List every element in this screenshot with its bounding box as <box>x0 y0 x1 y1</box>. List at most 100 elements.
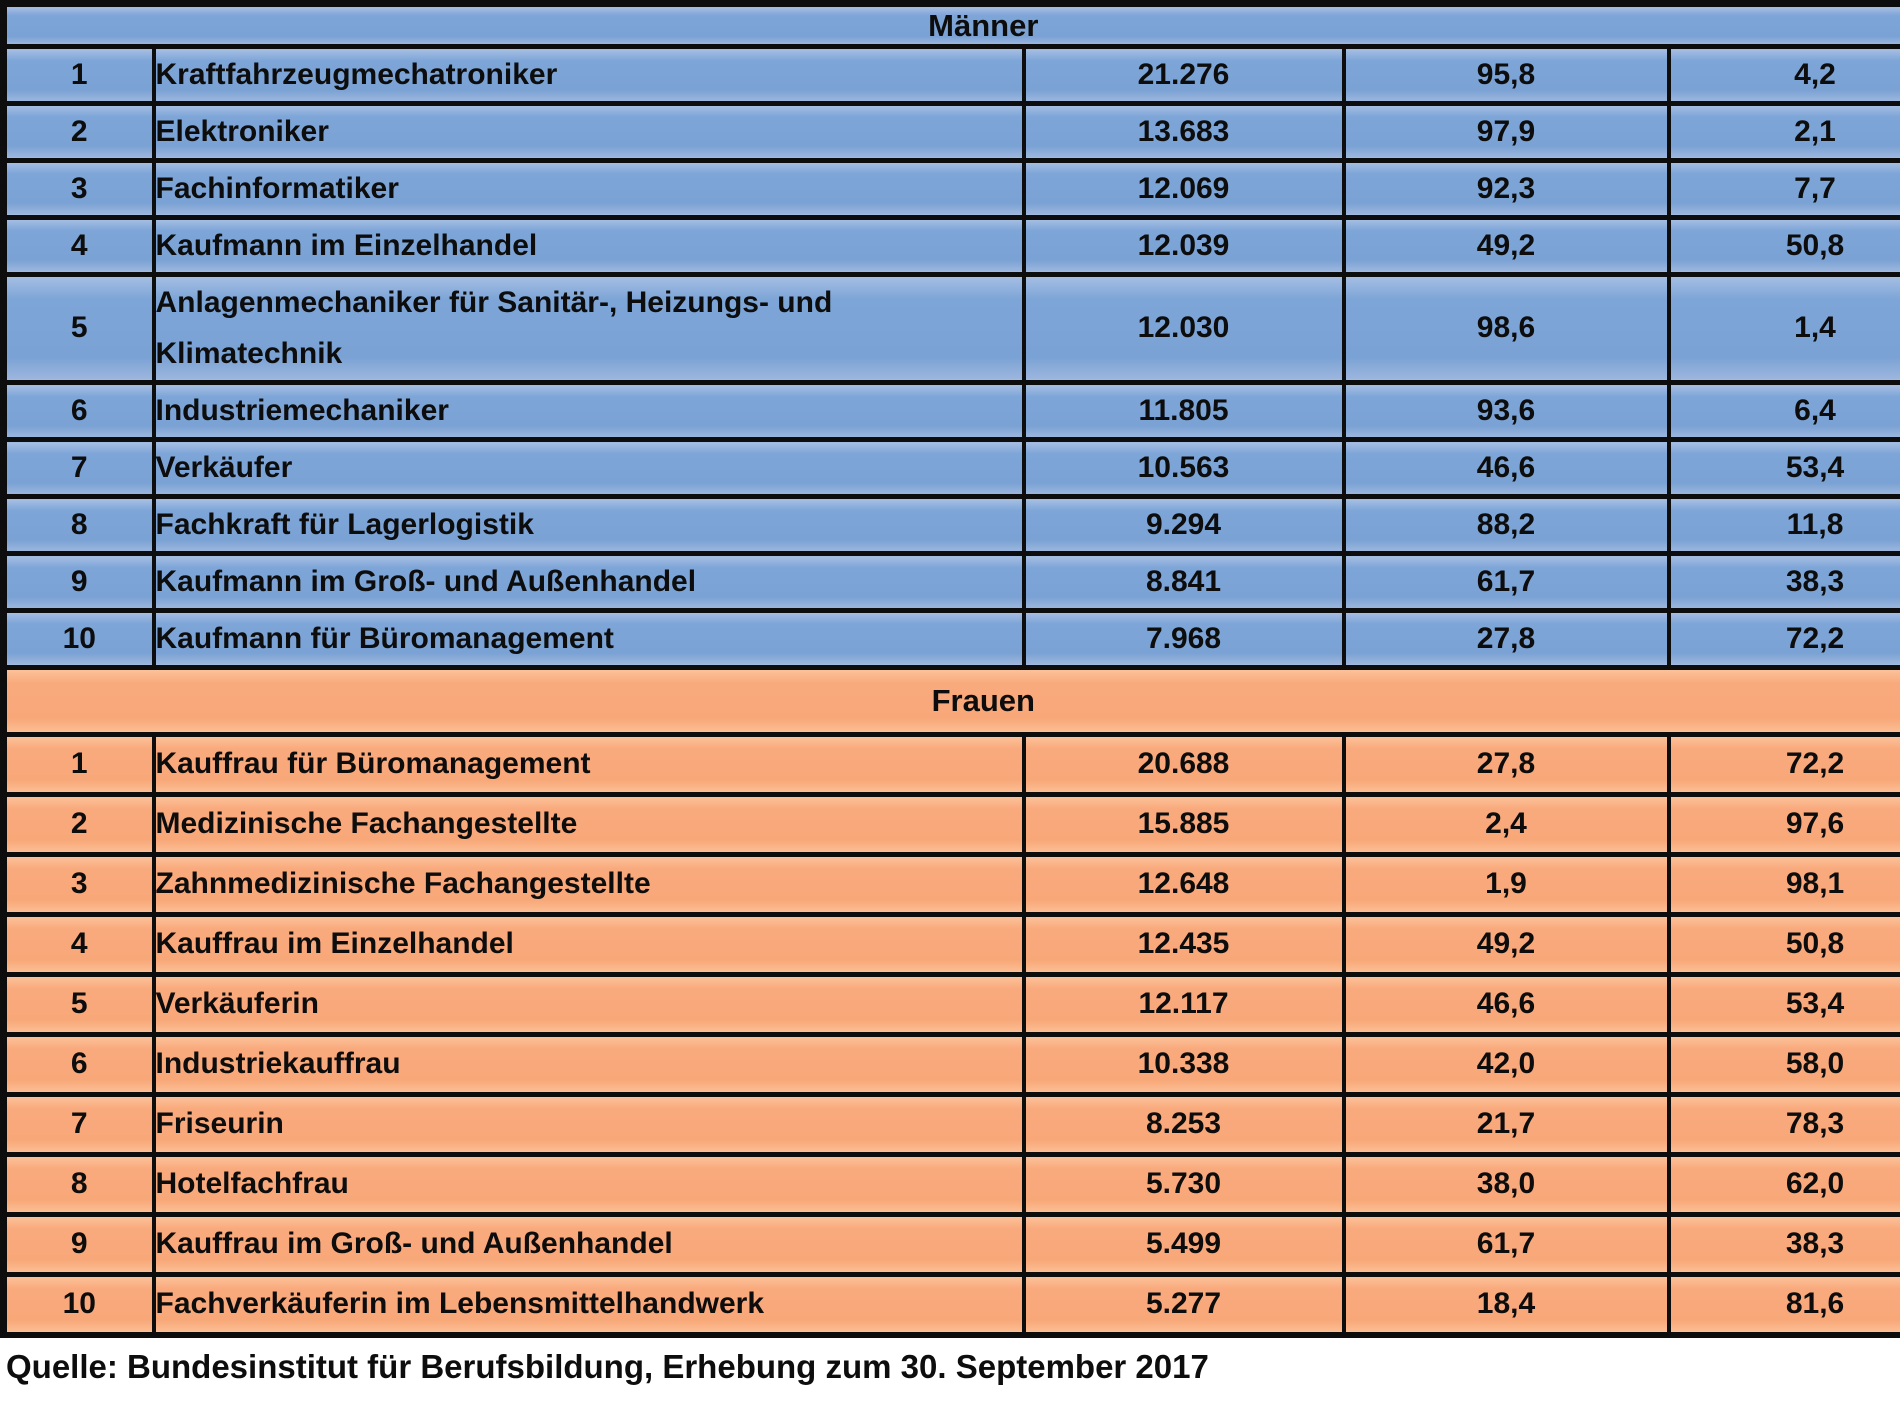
count-cell: 15.885 <box>1021 791 1346 857</box>
rank-cell: 1 <box>1 731 156 797</box>
pct1-cell: 46,6 <box>1341 437 1671 500</box>
occupation-cell: Kaufmann im Einzelhandel <box>151 214 1026 277</box>
pct2-cell: 50,8 <box>1666 911 1900 977</box>
pct2-cell: 72,2 <box>1666 731 1900 797</box>
occupation-cell: Anlagenmechaniker für Sanitär-, Heizungs… <box>151 271 1026 386</box>
pct2-cell: 4,2 <box>1666 44 1900 106</box>
rank-cell: 9 <box>1 1211 156 1277</box>
pct1-cell: 27,8 <box>1341 607 1671 670</box>
pct1-cell: 93,6 <box>1341 380 1671 443</box>
count-cell: 8.253 <box>1021 1091 1346 1157</box>
occupation-cell: Medizinische Fachangestellte <box>151 791 1026 857</box>
count-cell: 10.563 <box>1021 437 1346 500</box>
pct1-cell: 49,2 <box>1341 214 1671 277</box>
pct1-cell: 2,4 <box>1341 791 1671 857</box>
table-row: 6 Industriekauffrau 10.338 42,0 58,0 <box>1 1031 1900 1097</box>
rank-cell: 10 <box>1 1271 156 1338</box>
table-row: 2 Medizinische Fachangestellte 15.885 2,4 97… <box>1 791 1900 857</box>
occupation-cell: Hotelfachfrau <box>151 1151 1026 1217</box>
table-row: 5 Verkäuferin 12.117 46,6 53,4 <box>1 971 1900 1037</box>
count-cell: 5.730 <box>1021 1151 1346 1217</box>
pct1-cell: 95,8 <box>1341 44 1671 106</box>
source-line: Quelle: Bundesinstitut für Berufsbildung… <box>6 1347 1209 1385</box>
table-row: 7 Friseurin 8.253 21,7 78,3 <box>1 1091 1900 1157</box>
table-row: 10 Fachverkäuferin im Lebensmittelhandwer… <box>1 1271 1900 1338</box>
pct2-cell: 97,6 <box>1666 791 1900 857</box>
table-row: 4 Kauffrau im Einzelhandel 12.435 49,2 50,8 <box>1 911 1900 977</box>
count-cell: 12.435 <box>1021 911 1346 977</box>
section-title: Männer <box>1 1 1900 49</box>
table-row: 6 Industriemechaniker 11.805 93,6 6,4 <box>1 380 1900 443</box>
count-cell: 9.294 <box>1021 494 1346 557</box>
count-cell: 12.030 <box>1021 271 1346 386</box>
table-row: 5 Anlagenmechaniker für Sanitär-, Heizung… <box>1 271 1900 386</box>
pct1-cell: 38,0 <box>1341 1151 1671 1217</box>
pct2-cell: 62,0 <box>1666 1151 1900 1217</box>
pct1-cell: 21,7 <box>1341 1091 1671 1157</box>
occupation-cell: Verkäuferin <box>151 971 1026 1037</box>
occupation-cell: Kauffrau für Büromanagement <box>151 731 1026 797</box>
count-cell: 21.276 <box>1021 44 1346 106</box>
rank-cell: 5 <box>1 971 156 1037</box>
count-cell: 5.277 <box>1021 1271 1346 1338</box>
section-header-row: Frauen <box>1 664 1900 737</box>
occupation-cell: Zahnmedizinische Fachangestellte <box>151 851 1026 917</box>
pct2-cell: 6,4 <box>1666 380 1900 443</box>
pct2-cell: 50,8 <box>1666 214 1900 277</box>
table-row: 10 Kaufmann für Büromanagement 7.968 27,8 72… <box>1 607 1900 670</box>
occupation-cell: Fachinformatiker <box>151 157 1026 220</box>
pct1-cell: 88,2 <box>1341 494 1671 557</box>
count-cell: 5.499 <box>1021 1211 1346 1277</box>
section-header-row: Männer <box>1 1 1900 49</box>
pct1-cell: 61,7 <box>1341 551 1671 613</box>
occupation-cell: Industriekauffrau <box>151 1031 1026 1097</box>
table-row: 7 Verkäufer 10.563 46,6 53,4 <box>1 437 1900 500</box>
occupation-cell: Kauffrau im Groß- und Außenhandel <box>151 1211 1026 1277</box>
table-row: 9 Kauffrau im Groß- und Außenhandel 5.499 6… <box>1 1211 1900 1277</box>
count-cell: 13.683 <box>1021 100 1346 163</box>
table-row: 3 Fachinformatiker 12.069 92,3 7,7 <box>1 157 1900 220</box>
pct2-cell: 53,4 <box>1666 437 1900 500</box>
rank-cell: 6 <box>1 380 156 443</box>
table-row: 8 Hotelfachfrau 5.730 38,0 62,0 <box>1 1151 1900 1217</box>
section-title: Frauen <box>1 664 1900 737</box>
count-cell: 12.117 <box>1021 971 1346 1037</box>
count-cell: 10.338 <box>1021 1031 1346 1097</box>
rank-cell: 9 <box>1 551 156 613</box>
pct2-cell: 38,3 <box>1666 551 1900 613</box>
occupation-cell: Fachkraft für Lagerlogistik <box>151 494 1026 557</box>
pct2-cell: 98,1 <box>1666 851 1900 917</box>
pct1-cell: 97,9 <box>1341 100 1671 163</box>
table-row: 8 Fachkraft für Lagerlogistik 9.294 88,2 11,… <box>1 494 1900 557</box>
pct1-cell: 92,3 <box>1341 157 1671 220</box>
pct1-cell: 42,0 <box>1341 1031 1671 1097</box>
pct2-cell: 1,4 <box>1666 271 1900 386</box>
pct1-cell: 27,8 <box>1341 731 1671 797</box>
occupation-cell: Kaufmann für Büromanagement <box>151 607 1026 670</box>
rank-cell: 8 <box>1 1151 156 1217</box>
pct1-cell: 46,6 <box>1341 971 1671 1037</box>
pct2-cell: 38,3 <box>1666 1211 1900 1277</box>
occupation-cell: Kraftfahrzeugmechatroniker <box>151 44 1026 106</box>
rank-cell: 2 <box>1 791 156 857</box>
apprenticeship-ranking-table: Männer 1 Kraftfahrzeugmechatroniker 21.276 9… <box>0 0 1900 1338</box>
rank-cell: 3 <box>1 157 156 220</box>
table-row: 4 Kaufmann im Einzelhandel 12.039 49,2 50,8 <box>1 214 1900 277</box>
count-cell: 12.069 <box>1021 157 1346 220</box>
rank-cell: 4 <box>1 911 156 977</box>
pct2-cell: 2,1 <box>1666 100 1900 163</box>
pct2-cell: 53,4 <box>1666 971 1900 1037</box>
pct2-cell: 81,6 <box>1666 1271 1900 1338</box>
count-cell: 20.688 <box>1021 731 1346 797</box>
rank-cell: 6 <box>1 1031 156 1097</box>
rank-cell: 7 <box>1 1091 156 1157</box>
pct2-cell: 7,7 <box>1666 157 1900 220</box>
rank-cell: 2 <box>1 100 156 163</box>
table-row: 1 Kraftfahrzeugmechatroniker 21.276 95,8 4,2 <box>1 44 1900 106</box>
pct2-cell: 78,3 <box>1666 1091 1900 1157</box>
occupation-cell: Kaufmann im Groß- und Außenhandel <box>151 551 1026 613</box>
count-cell: 8.841 <box>1021 551 1346 613</box>
table-row: 9 Kaufmann im Groß- und Außenhandel 8.841 6… <box>1 551 1900 613</box>
count-cell: 12.648 <box>1021 851 1346 917</box>
rank-cell: 1 <box>1 44 156 106</box>
